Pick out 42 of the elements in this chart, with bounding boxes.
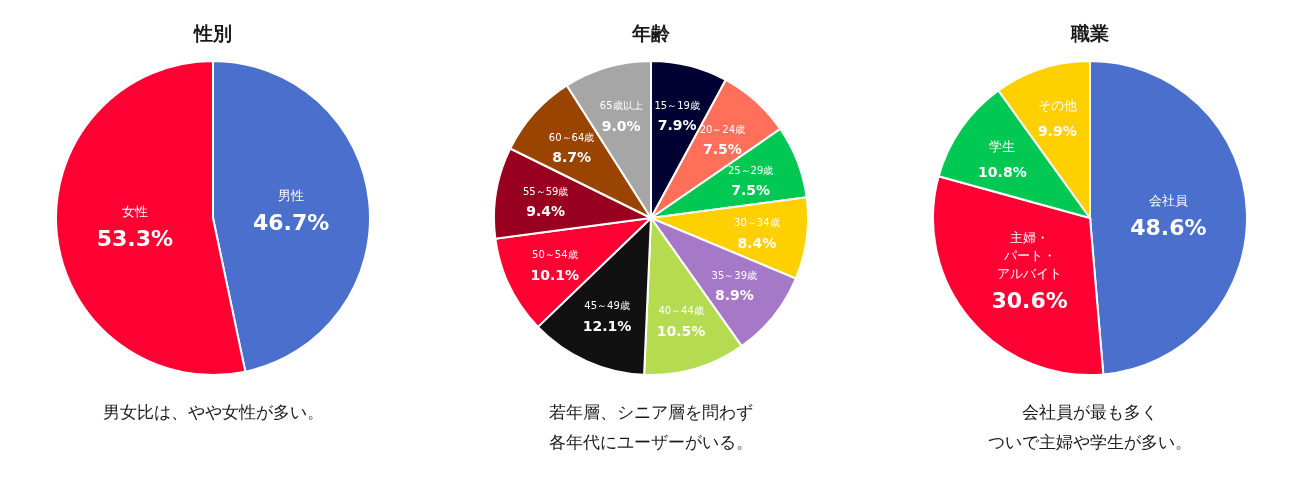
slice-label: 女性 [121, 204, 148, 220]
data-label: 9.4% [526, 203, 566, 220]
slice-label: 60～64歳 [548, 131, 595, 143]
slice-label: 40～44歳 [658, 305, 704, 317]
slice-label: 25～29歳 [727, 164, 774, 176]
slice-label: 35～39歳 [711, 269, 758, 281]
slice-label: 20～24歳 [699, 123, 746, 135]
chart-title: 職業 [1070, 22, 1109, 44]
slice-label: 会社員 [1148, 192, 1188, 208]
slice-label: 学生 [989, 138, 1016, 154]
data-label: 53.3% [96, 226, 174, 252]
data-label: 7.5% [731, 182, 771, 199]
data-label: 10.5% [656, 323, 706, 340]
data-label: 48.6% [1130, 214, 1207, 240]
slice-label: 65歳以上 [599, 100, 643, 112]
data-label: 9.9% [1037, 123, 1077, 140]
text: 各年代にユーザーがいる。 [549, 432, 753, 452]
data-label: 10.8% [978, 163, 1027, 180]
data-label: 8.9% [714, 287, 754, 304]
data-label: 7.9% [657, 117, 697, 134]
chart-title: 年齢 [631, 22, 671, 44]
data-label: 7.5% [702, 141, 742, 158]
text: ついで主婦や学生が多い。 [988, 432, 1192, 452]
slice-label: 男性 [278, 187, 305, 203]
data-label: 30.6% [991, 288, 1068, 314]
data-label: 46.7% [252, 209, 330, 235]
text: 若年層、シニア層を問わず [549, 402, 753, 422]
data-label: 8.7% [552, 149, 591, 166]
slice-label: 主婦・パート・アルバイト [997, 230, 1063, 282]
slice-label: 55～59歳 [522, 185, 569, 197]
data-label: 10.1% [530, 267, 580, 284]
text: 男女比は、やや女性が多い。 [102, 402, 324, 422]
slice-label: その他 [1037, 98, 1077, 114]
text: 会社員が最も多く [1022, 402, 1158, 422]
data-label: 9.0% [601, 118, 641, 135]
slice-label: 45～49歳 [584, 300, 630, 312]
data-label: 12.1% [582, 318, 632, 334]
data-label: 8.4% [737, 234, 777, 251]
slice-label: 30～34歳 [734, 217, 780, 229]
slice-label: 50～54歳 [532, 249, 578, 261]
chart-title: 性別 [193, 22, 232, 44]
slice-label: 15～19歳 [654, 99, 700, 111]
